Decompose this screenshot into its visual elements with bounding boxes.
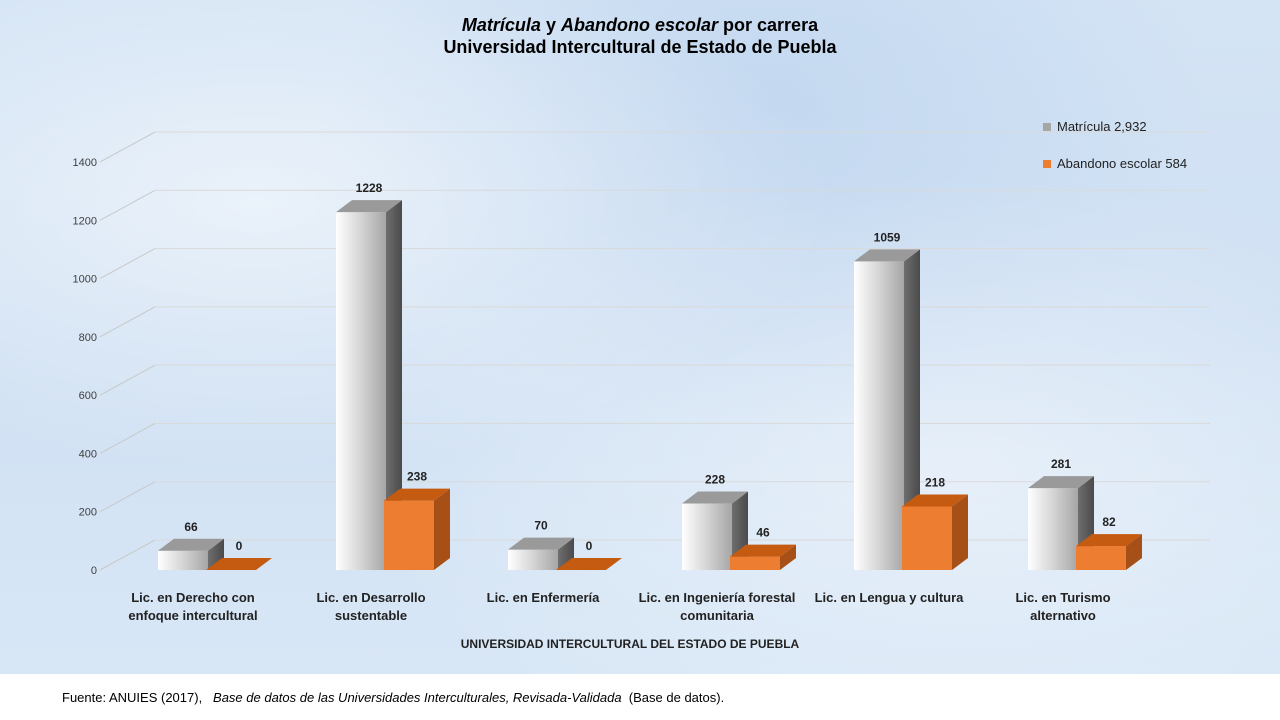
bar-abandono-top <box>902 494 968 507</box>
gridline-diag <box>99 248 156 280</box>
data-label: 0 <box>586 539 593 553</box>
x-category-label: comunitaria <box>680 608 754 623</box>
bar-matricula-top <box>158 538 224 551</box>
bar-abandono-side <box>952 494 968 570</box>
title-abandono: Abandono escolar <box>560 15 719 35</box>
gridline-diag <box>99 422 156 454</box>
bar-matricula-side <box>386 200 402 570</box>
bar-matricula-side <box>904 249 920 570</box>
data-label: 281 <box>1051 457 1071 471</box>
chart-title-line-2: Universidad Intercultural de Estado de P… <box>443 37 837 57</box>
y-tick-label: 1000 <box>73 274 97 286</box>
bar-abandono-top <box>556 558 622 570</box>
legend-item-matricula: Matrícula 2,932 <box>1043 119 1147 134</box>
legend-label-matricula: Matrícula 2,932 <box>1057 119 1147 134</box>
gridline-diag <box>99 364 156 396</box>
x-category-label: Lic. en Lengua y cultura <box>815 590 965 605</box>
data-label: 46 <box>756 526 770 540</box>
bars-layer <box>158 200 1142 570</box>
x-category-label: Lic. en Turismo <box>1015 590 1110 605</box>
bar-abandono-top <box>384 488 450 501</box>
gridline-diag <box>99 539 156 571</box>
y-tick-label: 600 <box>79 390 97 402</box>
bar-abandono-side <box>434 488 450 570</box>
gridline-diag <box>99 131 156 163</box>
bar-matricula <box>336 212 386 570</box>
data-label: 0 <box>236 539 243 553</box>
chart-svg: 0 200 400 600 800 1000 1200 1400 66 0 Lic. en Der… <box>73 131 1210 651</box>
source-italic: Base de datos de las Universidades Inter… <box>213 690 622 705</box>
data-label: 1059 <box>874 230 901 244</box>
bar-matricula-top <box>336 200 402 213</box>
y-tick-label: 1400 <box>73 157 97 169</box>
gridline-diag <box>99 306 156 338</box>
legend-swatch-abandono <box>1043 160 1051 168</box>
bar-matricula-side <box>208 538 224 570</box>
y-tick-label: 1200 <box>73 215 97 227</box>
x-category-label: Lic. en Desarrollo <box>316 590 425 605</box>
data-label: 66 <box>184 520 198 534</box>
x-category-label: Lic. en Enfermería <box>487 590 600 605</box>
chart-panel: 0 200 400 600 800 1000 1200 1400 66 0 Lic. en Der… <box>0 0 1280 674</box>
x-category-label: sustentable <box>335 608 407 623</box>
x-category-label: Lic. en Ingeniería forestal <box>639 590 796 605</box>
y-tick-label: 200 <box>79 507 97 519</box>
data-label: 70 <box>534 519 548 533</box>
bar-abandono <box>1076 546 1126 570</box>
x-axis-title: UNIVERSIDAD INTERCULTURAL DEL ESTADO DE … <box>461 637 800 651</box>
legend-label-abandono: Abandono escolar 584 <box>1057 156 1188 171</box>
y-tick-label: 400 <box>79 448 97 460</box>
bar-abandono-side <box>1126 534 1142 570</box>
x-category-label: Lic. en Derecho con <box>131 590 255 605</box>
bar-matricula-top <box>508 537 574 550</box>
y-tick-label: 0 <box>91 565 97 577</box>
bar-matricula-top <box>854 249 920 262</box>
bar-matricula <box>508 549 558 570</box>
data-label: 1228 <box>356 181 383 195</box>
labels-layer: 66 0 Lic. en Derecho con enfoque intercultu… <box>128 181 1116 651</box>
bar-matricula <box>854 261 904 570</box>
title-por-carrera: por carrera <box>723 15 819 35</box>
source-prefix: Fuente: ANUIES (2017), <box>62 690 203 705</box>
chart-title-line-1: Matrícula y Abandono escolar por carrera <box>0 15 1280 36</box>
bar-abandono <box>902 506 952 570</box>
bar-abandono-top <box>1076 534 1142 547</box>
bar-matricula <box>1028 488 1078 570</box>
gridline-diag <box>99 481 156 513</box>
x-category-label: enfoque intercultural <box>128 608 257 623</box>
title-matricula: Matrícula <box>461 15 541 35</box>
data-label: 218 <box>925 475 945 489</box>
bar-abandono-top <box>206 558 272 570</box>
bar-matricula-top <box>1028 476 1094 489</box>
bar-matricula <box>158 550 208 570</box>
bar-abandono <box>730 556 780 570</box>
bar-matricula <box>682 503 732 570</box>
data-label: 228 <box>705 473 725 487</box>
data-label: 238 <box>407 470 427 484</box>
legend-swatch-matricula <box>1043 123 1051 131</box>
bar-matricula-side <box>558 537 574 570</box>
data-label: 82 <box>1102 515 1116 529</box>
x-category-label: alternativo <box>1030 608 1096 623</box>
bar-abandono-top <box>730 544 796 557</box>
source-suffix: (Base de datos). <box>628 690 725 705</box>
title-and: y <box>545 15 556 35</box>
axis-layer: 0 200 400 600 800 1000 1200 1400 <box>73 157 97 577</box>
bar-abandono <box>384 500 434 570</box>
source-note: Fuente: ANUIES (2017), Base de datos de … <box>62 690 724 705</box>
bar-abandono-side <box>780 544 796 570</box>
legend-item-abandono: Abandono escolar 584 <box>1043 156 1187 171</box>
grid-layer <box>99 131 1210 571</box>
bar-matricula-top <box>682 491 748 504</box>
y-tick-label: 800 <box>79 332 97 344</box>
gridline-diag <box>99 189 156 221</box>
